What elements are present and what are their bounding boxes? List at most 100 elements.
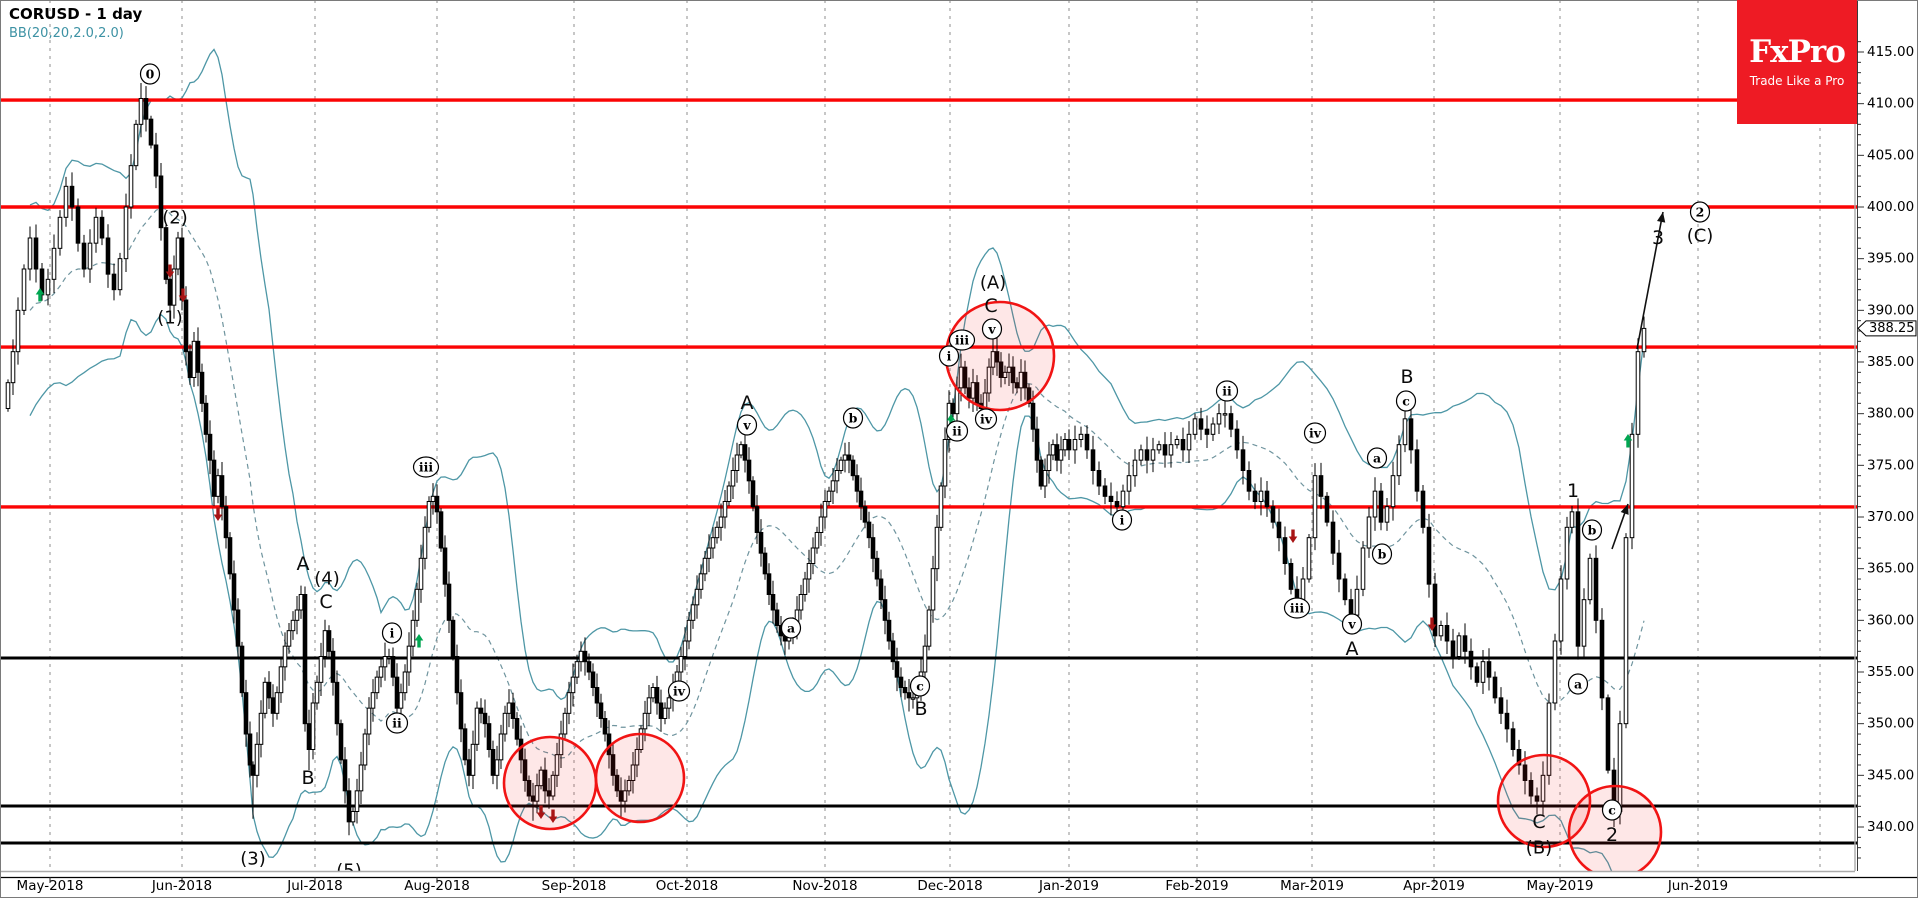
date-tick-label: Jun-2018 bbox=[151, 878, 212, 894]
wave-label: iii bbox=[419, 460, 433, 475]
sell-arrow-icon bbox=[548, 809, 558, 823]
svg-text:388.25: 388.25 bbox=[1869, 321, 1915, 336]
highlight-circle bbox=[944, 300, 1056, 412]
date-tick-label: Nov-2018 bbox=[792, 878, 857, 894]
price-tick-label: 370.00 bbox=[1867, 509, 1914, 525]
highlight-circle bbox=[502, 735, 598, 831]
symbol-timeframe-title: CORUSD - 1 day bbox=[9, 5, 143, 23]
wave-label: (1) bbox=[157, 308, 183, 329]
date-tick-label: Jul-2018 bbox=[286, 878, 343, 894]
price-tick-label: 400.00 bbox=[1867, 199, 1914, 215]
wave-label: B bbox=[914, 698, 927, 720]
signal-arrows bbox=[35, 264, 1633, 823]
wave-label: (C) bbox=[1687, 226, 1714, 247]
sell-arrow-icon bbox=[165, 264, 175, 278]
wave-label: iv bbox=[673, 684, 686, 699]
current-price-tag: 388.25 bbox=[1857, 320, 1917, 337]
sell-arrow-icon bbox=[1288, 529, 1298, 543]
date-tick-label: May-2019 bbox=[1527, 878, 1594, 894]
wave-label: (4) bbox=[314, 569, 340, 590]
wave-label: (3) bbox=[240, 849, 266, 870]
price-tick-label: 350.00 bbox=[1867, 716, 1914, 732]
wave-label: a bbox=[787, 621, 795, 636]
wave-labels: 0(2)(1)A(4)CB(3)(5)iiiiiiivAvabcB(A)Cvii… bbox=[139, 63, 1714, 882]
fxpro-logo: FxPro Trade Like a Pro bbox=[1737, 0, 1857, 124]
wave-label: A bbox=[297, 553, 310, 575]
price-tick-label: 355.00 bbox=[1867, 664, 1914, 680]
wave-label: 2 bbox=[1696, 205, 1705, 220]
wave-label: c bbox=[916, 679, 924, 694]
date-tick-label: Oct-2018 bbox=[656, 878, 719, 894]
date-tick-label: May-2018 bbox=[17, 878, 84, 894]
wave-label: (B) bbox=[1526, 838, 1552, 859]
sell-arrow-icon bbox=[178, 288, 188, 302]
wave-label: 1 bbox=[1567, 480, 1579, 502]
buy-arrow-icon bbox=[35, 288, 45, 302]
highlight-circle bbox=[594, 732, 686, 824]
date-tick-label: Feb-2019 bbox=[1165, 878, 1228, 894]
price-tick-label: 360.00 bbox=[1867, 612, 1914, 628]
wave-label: v bbox=[1347, 617, 1356, 632]
wave-label: 2 bbox=[1606, 824, 1618, 846]
wave-label: 3 bbox=[1652, 227, 1664, 249]
date-tick-label: Dec-2018 bbox=[917, 878, 982, 894]
wave-label: iv bbox=[1309, 426, 1322, 441]
wave-label: ii bbox=[952, 424, 962, 439]
date-tick-label: Jun-2019 bbox=[1667, 878, 1728, 894]
wave-label: b bbox=[1588, 523, 1597, 538]
price-tick-label: 410.00 bbox=[1867, 96, 1914, 112]
price-tick-label: 415.00 bbox=[1867, 44, 1914, 60]
wave-label: a bbox=[1373, 451, 1381, 466]
wave-label: i bbox=[947, 349, 952, 364]
wave-label: B bbox=[301, 767, 314, 789]
wave-label: 0 bbox=[146, 67, 155, 82]
price-tick-label: 380.00 bbox=[1867, 406, 1914, 422]
price-tick-label: 365.00 bbox=[1867, 561, 1914, 577]
price-tick-label: 340.00 bbox=[1867, 819, 1914, 835]
wave-label: b bbox=[849, 411, 858, 426]
fxpro-logo-tagline: Trade Like a Pro bbox=[1749, 73, 1845, 88]
date-tick-label: Sep-2018 bbox=[542, 878, 607, 894]
sell-arrow-icon bbox=[213, 507, 223, 521]
wave-label: c bbox=[1608, 803, 1616, 818]
sell-arrow-icon bbox=[1427, 617, 1437, 631]
date-tick-label: Aug-2018 bbox=[404, 878, 470, 894]
buy-arrow-icon bbox=[1623, 434, 1633, 448]
wave-label: iii bbox=[955, 333, 969, 348]
highlight-circles bbox=[502, 300, 1663, 880]
wave-label: c bbox=[1402, 394, 1410, 409]
wave-label: C bbox=[1532, 811, 1545, 833]
price-tick-label: 375.00 bbox=[1867, 457, 1914, 473]
buy-arrow-icon bbox=[946, 414, 956, 428]
wave-label: ii bbox=[1222, 384, 1232, 399]
sell-arrow-icon bbox=[536, 805, 546, 819]
candlesticks bbox=[5, 82, 1647, 836]
indicator-label: BB(20,20,2.0,2.0) bbox=[9, 25, 124, 41]
date-tick-label: Mar-2019 bbox=[1280, 878, 1344, 894]
price-tick-label: 385.00 bbox=[1867, 354, 1914, 370]
date-tick-label: Jan-2019 bbox=[1038, 878, 1099, 894]
price-tick-label: 405.00 bbox=[1867, 147, 1914, 163]
price-axis: 415.00 410.00 405.00 400.00 395.00 390.00 385.… bbox=[1854, 0, 1918, 898]
wave-label: v bbox=[987, 322, 996, 337]
horizontal-levels bbox=[0, 98, 1857, 845]
wave-label: iii bbox=[1290, 601, 1304, 616]
price-tick-label: 395.00 bbox=[1867, 251, 1914, 267]
wave-label: B bbox=[1400, 366, 1413, 388]
wave-label: v bbox=[742, 418, 751, 433]
month-gridlines bbox=[49, 0, 1821, 871]
time-axis: May-2018 Jun-2018 Jul-2018 Aug-2018 Sep-2018… bbox=[0, 870, 1918, 898]
wave-label: C bbox=[984, 295, 997, 317]
buy-arrow-icon bbox=[414, 634, 424, 648]
wave-label: i bbox=[1120, 513, 1125, 528]
highlight-circle bbox=[1496, 753, 1592, 849]
price-tick-label: 390.00 bbox=[1867, 302, 1914, 318]
wave-label: a bbox=[1574, 677, 1582, 692]
wave-label: A bbox=[741, 392, 754, 414]
chart-header: CORUSD - 1 day BB(20,20,2.0,2.0) bbox=[9, 5, 142, 42]
wave-label: b bbox=[1378, 547, 1387, 562]
trend-arrows bbox=[1611, 211, 1666, 550]
wave-label: (A) bbox=[980, 273, 1006, 294]
